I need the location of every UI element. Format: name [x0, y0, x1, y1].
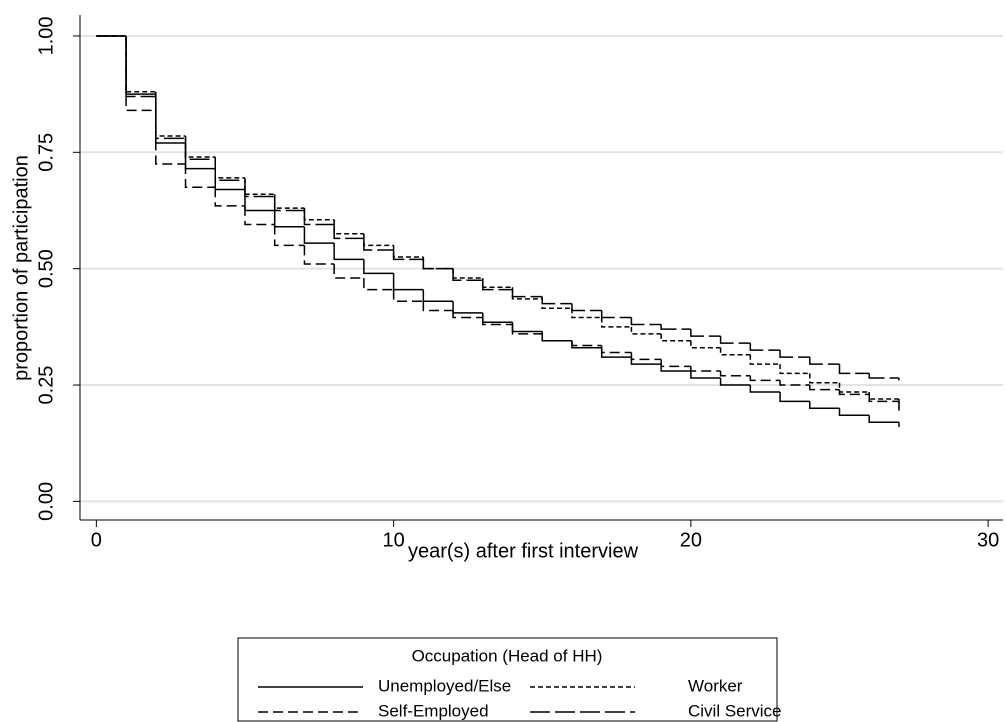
step-segment [363, 259, 394, 275]
x-axis-label: year(s) after first interview [408, 540, 639, 562]
step-segment [392, 273, 424, 291]
step-segment [809, 357, 840, 365]
x-tick-label: 10 [382, 529, 404, 551]
step-segment [363, 238, 394, 251]
step-segment [600, 310, 632, 319]
step-segment [719, 347, 751, 356]
x-tick-label: 20 [680, 529, 702, 551]
step-segment [690, 366, 721, 372]
step-segment [452, 268, 483, 282]
x-tick-label: 0 [91, 529, 102, 551]
step-segment [392, 289, 424, 302]
step-segment [155, 96, 186, 140]
step-segment [333, 243, 364, 261]
step-segment [779, 364, 810, 375]
step-segment [184, 138, 216, 161]
step-segment [273, 196, 305, 212]
step-segment [660, 324, 691, 330]
step-segment [630, 317, 662, 326]
y-tick-label: 0.50 [35, 249, 57, 288]
step-segment [363, 277, 394, 291]
y-axis-label: proportion of participation [10, 155, 32, 381]
step-segment [749, 375, 781, 382]
step-segment [809, 385, 840, 391]
step-segment [333, 224, 364, 240]
step-segment [779, 350, 810, 358]
step-segment [719, 378, 751, 386]
legend-label: Unemployed/Else [378, 676, 511, 695]
step-segment [214, 159, 245, 181]
step-segment [779, 392, 810, 403]
legend-label: Civil Service [688, 701, 782, 720]
y-tick-label: 0.00 [35, 482, 57, 521]
step-segment [809, 373, 840, 384]
step-segment [125, 35, 156, 98]
step-segment [482, 317, 513, 326]
step-segment [630, 352, 662, 361]
step-segment [303, 245, 335, 265]
step-segment [838, 389, 870, 396]
step-segment [600, 317, 632, 328]
step-segment [749, 343, 781, 351]
step-segment [482, 280, 513, 291]
step-segment [333, 264, 364, 279]
step-segment [838, 364, 870, 375]
step-segment [511, 289, 543, 298]
step-segment [600, 345, 632, 354]
legend-label: Self-Employed [378, 701, 489, 720]
step-segment [244, 180, 275, 198]
step-segment [422, 289, 454, 302]
step-segment [660, 359, 691, 368]
step-segment [214, 187, 245, 207]
x-tick-label: 30 [977, 529, 999, 551]
step-segment [511, 324, 543, 335]
step-segment [422, 301, 454, 312]
step-segment [690, 340, 721, 349]
step-segment [868, 394, 899, 403]
step-segment [422, 259, 454, 270]
step-segment [571, 308, 602, 319]
step-segment [541, 296, 572, 305]
y-tick-label: 0.25 [35, 366, 57, 405]
step-segment [690, 371, 721, 379]
step-segment [541, 333, 572, 342]
legend-box [237, 637, 778, 722]
step-segment [452, 310, 483, 319]
legend-title: Occupation (Head of HH) [412, 646, 603, 665]
step-segment [660, 333, 691, 342]
step-segment [303, 210, 335, 226]
step-segment [571, 303, 602, 312]
step-segment [749, 354, 781, 365]
step-segment [244, 205, 275, 226]
step-segment [303, 226, 335, 244]
step-segment [719, 336, 751, 344]
legend-label: Worker [688, 676, 743, 695]
step-segment [868, 415, 899, 424]
step-segment [719, 371, 751, 377]
y-tick-label: 0.75 [35, 133, 57, 172]
step-segment [273, 224, 305, 247]
y-tick-label: 1.00 [35, 16, 57, 55]
step-segment [690, 329, 721, 337]
step-segment [868, 373, 899, 379]
step-segment [184, 163, 216, 188]
step-segment [809, 401, 840, 410]
step-segment [571, 340, 602, 347]
step-segment [838, 408, 870, 417]
step-segment [630, 326, 662, 335]
step-segment [392, 250, 424, 261]
step-segment [749, 385, 781, 393]
step-segment [125, 35, 156, 112]
step-segment [779, 380, 810, 386]
